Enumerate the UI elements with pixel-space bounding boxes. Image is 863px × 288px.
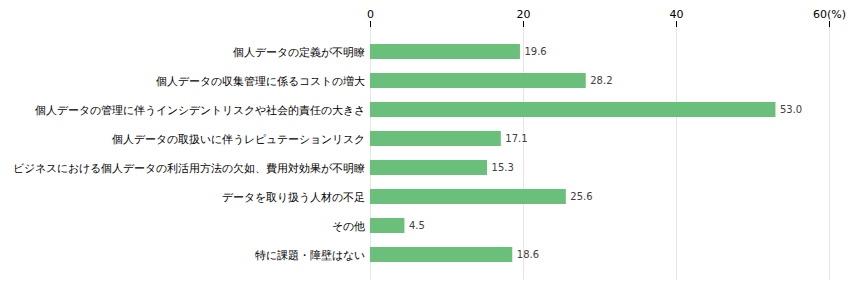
svg-text:20: 20 <box>517 8 531 21</box>
svg-text:17.1: 17.1 <box>505 133 527 144</box>
svg-text:25.6: 25.6 <box>570 191 592 202</box>
svg-text:53.0: 53.0 <box>780 104 802 115</box>
svg-text:個人データの収集管理に係るコストの増大: 個人データの収集管理に係るコストの増大 <box>156 75 365 88</box>
svg-text:18.6: 18.6 <box>517 249 539 260</box>
svg-text:4.5: 4.5 <box>409 220 425 231</box>
svg-text:個人データの取扱いに伴うレピュテーションリスク: 個人データの取扱いに伴うレピュテーションリスク <box>112 133 365 146</box>
svg-text:60(%): 60(%) <box>813 8 846 21</box>
svg-text:40: 40 <box>670 8 684 21</box>
svg-text:0: 0 <box>367 8 374 21</box>
svg-text:ビジネスにおける個人データの利活用方法の欠如、費用対効果が不: ビジネスにおける個人データの利活用方法の欠如、費用対効果が不明瞭 <box>13 162 365 175</box>
svg-text:15.3: 15.3 <box>492 162 514 173</box>
svg-text:19.6: 19.6 <box>524 46 546 57</box>
svg-text:その他: その他 <box>332 220 365 233</box>
svg-text:特に課題・障壁はない: 特に課題・障壁はない <box>255 249 365 262</box>
svg-text:個人データの管理に伴うインシデントリスクや社会的責任の大きさ: 個人データの管理に伴うインシデントリスクや社会的責任の大きさ <box>35 104 365 117</box>
svg-text:個人データの定義が不明瞭: 個人データの定義が不明瞭 <box>233 46 365 59</box>
svg-text:28.2: 28.2 <box>590 75 612 86</box>
svg-text:データを取り扱う人材の不足: データを取り扱う人材の不足 <box>222 191 365 204</box>
